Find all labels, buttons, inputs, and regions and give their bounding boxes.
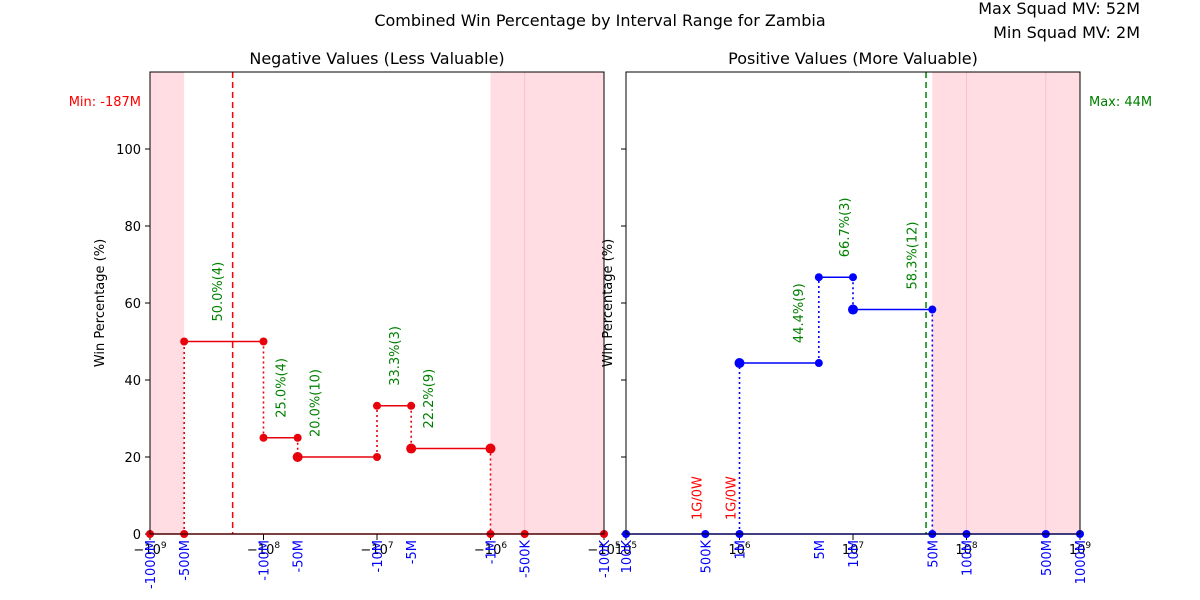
x-tick-label: 106 bbox=[728, 541, 751, 558]
interval-label: 500M bbox=[1040, 540, 1055, 576]
segment-annotation: 58.3%(12) bbox=[905, 222, 920, 290]
interval-label: -10M bbox=[371, 540, 386, 572]
negative-panel: Min: -187M Negative Values (Less Valuable… bbox=[69, 49, 621, 589]
interval-label: -5M bbox=[405, 540, 420, 564]
segment-annotation: 22.2%(9) bbox=[422, 369, 437, 429]
data-point bbox=[292, 452, 303, 462]
segment-annotation: 25.0%(4) bbox=[275, 358, 290, 418]
x-tick-label: −105 bbox=[587, 541, 620, 558]
segment-annotation: 33.3%(3) bbox=[388, 326, 403, 386]
segment-annotation: 50.0%(4) bbox=[211, 262, 226, 322]
x-tick-label: −108 bbox=[247, 541, 280, 558]
x-tick-label: −109 bbox=[133, 541, 166, 558]
x-tick-label: 107 bbox=[842, 541, 864, 558]
data-point bbox=[848, 304, 858, 315]
x-tick-label: 109 bbox=[1069, 541, 1092, 558]
segment-annotation: 66.7%(3) bbox=[838, 197, 853, 257]
interval-label: -1M bbox=[485, 540, 500, 564]
interval-label: -500M bbox=[178, 540, 193, 581]
zero-annotation: 1G/0W bbox=[690, 476, 705, 520]
shaded-range bbox=[490, 72, 604, 534]
interval-label: -100K bbox=[598, 540, 613, 579]
y-tick-label: 100 bbox=[116, 143, 141, 158]
x-tick-label: −107 bbox=[360, 541, 393, 558]
zero-annotation: 1G/0W bbox=[725, 476, 740, 520]
interval-label: 50M bbox=[926, 540, 941, 568]
max-squad-mv: Max Squad MV: 52M bbox=[978, 0, 1140, 18]
min-label: Min: -187M bbox=[69, 95, 141, 110]
interval-label: 1M bbox=[734, 540, 749, 560]
interval-label: 100K bbox=[620, 540, 635, 574]
interval-label: 500K bbox=[699, 540, 714, 574]
interval-label: 10M bbox=[847, 540, 862, 568]
y-tick-label: 0 bbox=[133, 528, 141, 543]
axes-frame bbox=[149, 71, 605, 535]
interval-label: -50M bbox=[292, 540, 307, 572]
interval-label: -1000M bbox=[144, 540, 159, 589]
x-tick-label: 108 bbox=[955, 541, 978, 558]
interval-label: -500K bbox=[519, 540, 534, 579]
shaded-range bbox=[150, 72, 185, 534]
y-axis-label: Win Percentage (%) bbox=[601, 239, 616, 367]
interval-label: 5M bbox=[813, 540, 828, 560]
interval-label: 1000M bbox=[1074, 540, 1089, 584]
panel-title: Negative Values (Less Valuable) bbox=[249, 49, 504, 68]
y-tick-label: 40 bbox=[124, 374, 141, 389]
y-tick-label: 20 bbox=[124, 451, 141, 466]
shaded-range bbox=[932, 72, 1080, 534]
positive-panel: Max: 44M Positive Values (More Valuable) W… bbox=[601, 49, 1152, 584]
x-tick-label: −106 bbox=[474, 541, 507, 558]
y-tick-label: 60 bbox=[124, 297, 141, 312]
y-tick-label: 80 bbox=[124, 220, 141, 235]
interval-label: -100M bbox=[258, 540, 273, 581]
panel-title: Positive Values (More Valuable) bbox=[728, 49, 978, 68]
figure-title: Combined Win Percentage by Interval Rang… bbox=[374, 11, 825, 30]
segment-annotation: 44.4%(9) bbox=[792, 283, 807, 343]
max-label: Max: 44M bbox=[1089, 95, 1152, 110]
min-squad-mv: Min Squad MV: 2M bbox=[993, 23, 1140, 42]
y-axis-label: Win Percentage (%) bbox=[93, 239, 108, 367]
data-point bbox=[180, 337, 189, 346]
segment-annotation: 20.0%(10) bbox=[309, 369, 324, 437]
axes-frame bbox=[625, 71, 1081, 535]
x-tick-label: 105 bbox=[615, 541, 637, 558]
interval-label: 100M bbox=[961, 540, 976, 576]
data-point bbox=[406, 443, 417, 454]
